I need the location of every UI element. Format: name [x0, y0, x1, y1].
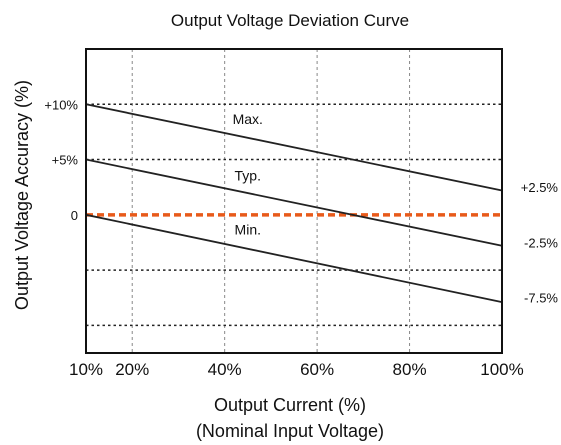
x-tick-labels: 10% 20% 40% 60% 80% 100% [69, 360, 524, 379]
y-tick-label: +5% [52, 153, 79, 168]
x-tick-label: 100% [480, 360, 523, 379]
series-label-min: Min. [235, 222, 261, 238]
y-tick-label: +10% [44, 97, 78, 112]
y-right-label: -2.5% [524, 235, 558, 250]
x-tick-label: 20% [115, 360, 149, 379]
series-label-typ: Typ. [235, 168, 261, 184]
series-line-typ [85, 158, 503, 247]
y-left-tick-labels: +10% +5% 0 [44, 97, 78, 223]
x-tick-label: 40% [208, 360, 242, 379]
chart-title: Output Voltage Deviation Curve [171, 11, 409, 30]
plot-frame [85, 48, 503, 354]
series-line-min [85, 213, 503, 304]
horizontal-dotted-lines [86, 103, 502, 327]
y-right-label: +2.5% [521, 180, 559, 195]
y-right-label: -7.5% [524, 291, 558, 306]
x-tick-label: 80% [393, 360, 427, 379]
grid [131, 49, 411, 353]
y-axis-label: Output Voltage Accuracy (%) [12, 80, 32, 310]
series-line-max [85, 103, 503, 192]
x-axis-label: Output Current (%) [214, 395, 366, 415]
x-tick-label: 60% [300, 360, 334, 379]
y-tick-label: 0 [71, 208, 78, 223]
y-right-labels: +2.5% -2.5% -7.5% [521, 180, 559, 306]
series-lines: Max. Typ. Min. [85, 103, 503, 304]
series-label-max: Max. [233, 111, 263, 127]
x-tick-label: 10% [69, 360, 103, 379]
x-axis-note: (Nominal Input Voltage) [196, 421, 384, 441]
